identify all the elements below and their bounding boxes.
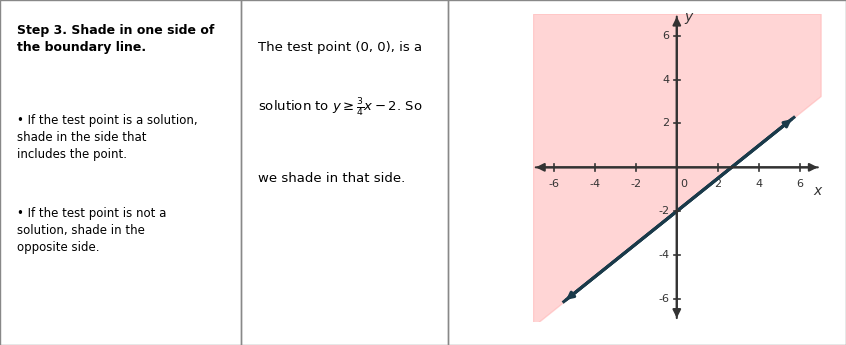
Text: -2: -2 bbox=[658, 206, 670, 216]
Text: -4: -4 bbox=[658, 250, 670, 260]
Text: we shade in that side.: we shade in that side. bbox=[258, 172, 405, 186]
Text: y: y bbox=[684, 10, 692, 24]
Text: 4: 4 bbox=[662, 75, 670, 85]
Text: -6: -6 bbox=[548, 179, 559, 189]
Text: -6: -6 bbox=[658, 294, 670, 304]
Text: -4: -4 bbox=[589, 179, 600, 189]
Text: 0: 0 bbox=[680, 179, 688, 189]
Text: solution to $y \geq \frac{3}{4}x - 2$. So: solution to $y \geq \frac{3}{4}x - 2$. S… bbox=[258, 97, 422, 119]
Text: 2: 2 bbox=[714, 179, 722, 189]
Text: 6: 6 bbox=[797, 179, 804, 189]
Text: • If the test point is not a
solution, shade in the
opposite side.: • If the test point is not a solution, s… bbox=[17, 207, 167, 254]
Text: • If the test point is a solution,
shade in the side that
includes the point.: • If the test point is a solution, shade… bbox=[17, 114, 197, 161]
Text: Step 3. Shade in one side of
the boundary line.: Step 3. Shade in one side of the boundar… bbox=[17, 24, 214, 54]
Text: x: x bbox=[813, 184, 821, 198]
Text: 6: 6 bbox=[662, 31, 670, 41]
Text: The test point (0, 0), is a: The test point (0, 0), is a bbox=[258, 41, 422, 55]
Text: 4: 4 bbox=[755, 179, 762, 189]
Text: 2: 2 bbox=[662, 118, 670, 128]
Text: -2: -2 bbox=[630, 179, 641, 189]
